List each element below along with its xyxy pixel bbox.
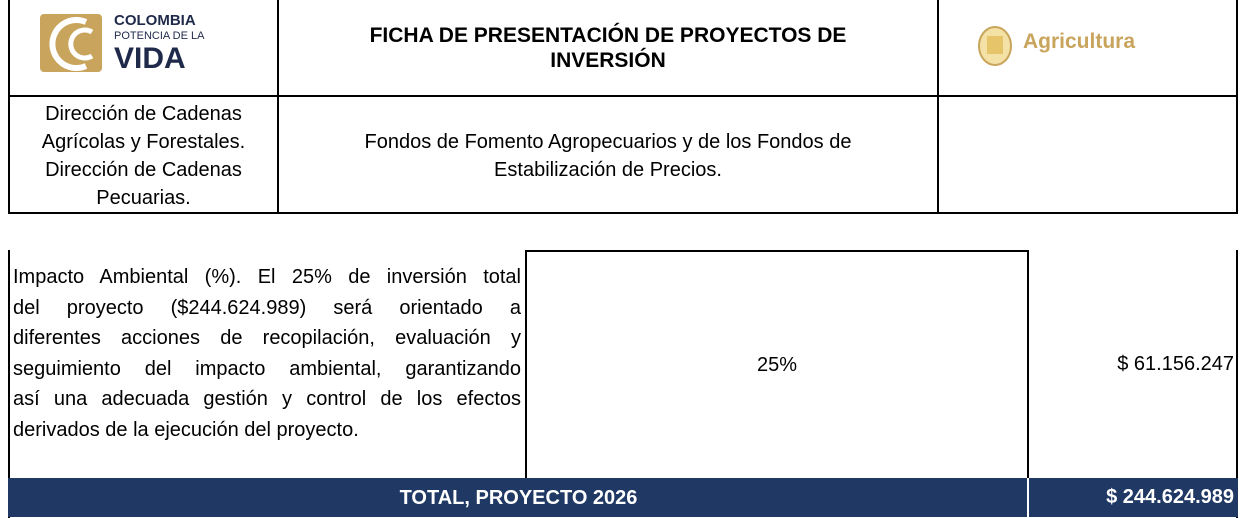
description-line: del proyecto ($244.624.989) será orienta… xyxy=(13,296,521,319)
description-line: diferentes acciones de recopilación, eva… xyxy=(13,327,521,349)
subtitle: Fondos de Fomento Agropecuarios y de los… xyxy=(279,97,937,214)
header-box xyxy=(8,0,1238,214)
description-line: derivados de la ejecución del proyecto. xyxy=(13,418,359,441)
amount: $ 61.156.247 xyxy=(1117,353,1234,375)
office-line: Dirección de Cadenas xyxy=(45,158,242,181)
divider xyxy=(8,95,1238,97)
office-line: Dirección de Cadenas xyxy=(45,102,242,125)
percent: 25% xyxy=(756,354,798,376)
logo: COLOMBIA POTENCIA DE LA VIDA xyxy=(40,8,240,84)
total-row xyxy=(8,478,1238,517)
description-line: seguimiento del impacto ambiental, garan… xyxy=(13,357,521,380)
border xyxy=(1027,478,1029,517)
emblem xyxy=(978,26,1012,66)
office-line: Agrícolas y Forestales. xyxy=(41,130,246,153)
title-line: INVERSIÓN xyxy=(550,48,666,72)
divider xyxy=(937,0,939,214)
total-amount: $ 244.624.989 xyxy=(1106,486,1234,508)
subtitle-line: Fondos de Fomento Agropecuarios y de los… xyxy=(364,130,852,153)
subtitle-line: Estabilización de Precios. xyxy=(494,158,722,181)
total-label: TOTAL, PROYECTO 2026 xyxy=(399,486,638,509)
border xyxy=(525,250,527,478)
title-line: FICHA DE PRESENTACIÓN DE PROYECTOS DE xyxy=(369,23,847,47)
description: Impacto Ambiental (%). El 25% de inversi… xyxy=(13,262,521,445)
description-line: Impacto Ambiental (%). El 25% de inversi… xyxy=(13,266,521,288)
border xyxy=(1027,250,1029,478)
logo-text: VIDA xyxy=(114,42,186,75)
description-line: así una adecuada gestión y control de lo… xyxy=(13,388,521,410)
ministry-logo: Agricultura xyxy=(975,22,1215,72)
office: Dirección de Cadenas Agrícolas y Foresta… xyxy=(10,97,277,214)
ministry-name: Agricultura xyxy=(1023,30,1136,53)
office-line: Pecuarias. xyxy=(96,186,191,209)
border xyxy=(8,250,10,518)
logo-icon xyxy=(40,14,102,72)
logo-text: POTENCIA DE LA xyxy=(114,30,205,42)
title: FICHA DE PRESENTACIÓN DE PROYECTOS DE IN… xyxy=(279,0,937,95)
border xyxy=(1236,250,1238,518)
divider xyxy=(277,0,279,214)
border xyxy=(525,250,1029,252)
logo-text: COLOMBIA xyxy=(114,12,196,29)
